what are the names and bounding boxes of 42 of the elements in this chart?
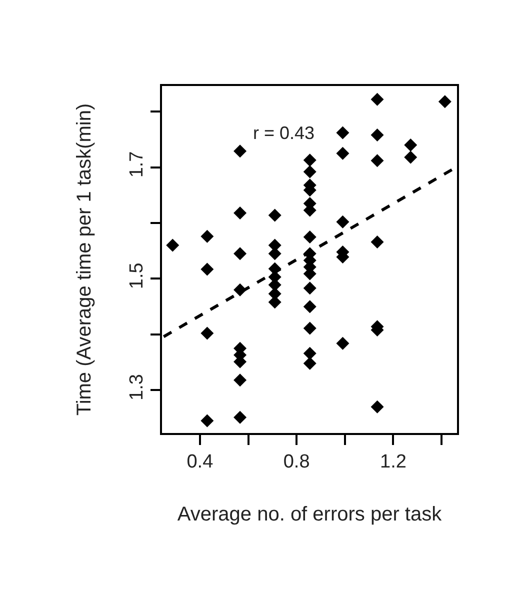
y-tick-label: 1.3 [126, 374, 148, 400]
point [336, 215, 350, 228]
point [303, 154, 316, 167]
point [268, 296, 282, 309]
point [336, 146, 350, 160]
point [370, 400, 384, 414]
point [200, 326, 214, 340]
point [370, 235, 384, 248]
y-axis-title: Time (Average time per 1 task(min) [74, 103, 96, 416]
point [268, 247, 282, 260]
point [303, 346, 316, 360]
point [303, 322, 316, 335]
point [200, 414, 214, 428]
point [370, 154, 384, 168]
point [370, 92, 384, 106]
point [166, 238, 180, 252]
x-tick-label: 0.8 [283, 452, 310, 473]
point [336, 126, 350, 140]
point [370, 128, 384, 142]
x-tick-label: 1.2 [380, 452, 406, 473]
point [404, 138, 418, 152]
point [438, 95, 452, 108]
point [200, 262, 214, 276]
point [268, 208, 282, 222]
point [234, 206, 247, 220]
y-tick-label: 1.5 [126, 262, 148, 290]
x-axis-title: Average no. of errors per task [177, 504, 443, 526]
point [303, 282, 316, 295]
point [234, 247, 247, 260]
annotation: r = 0.43 [253, 123, 315, 143]
point [303, 230, 316, 244]
point [234, 410, 247, 424]
point [234, 144, 247, 158]
point [303, 165, 316, 178]
x-tick-label: 0.4 [186, 452, 214, 473]
point [303, 356, 316, 370]
point [303, 300, 316, 314]
point [200, 230, 214, 243]
y-tick-label: 1.7 [126, 151, 148, 178]
point [404, 150, 418, 164]
point [336, 336, 350, 350]
point [234, 374, 247, 387]
